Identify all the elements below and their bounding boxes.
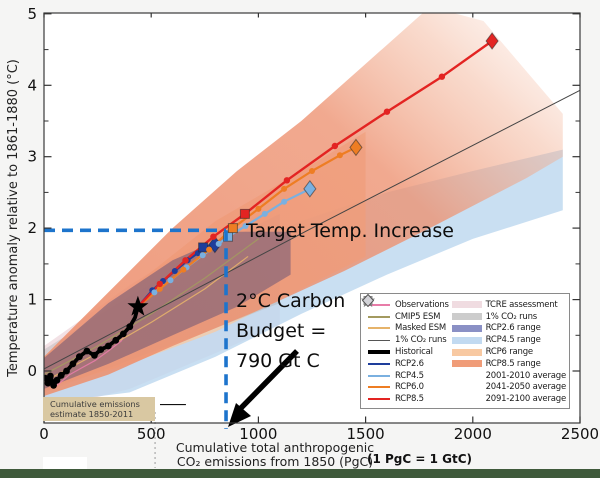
legend-line-column: Observations CMIP5 ESM Masked ESM 1% CO₂ ru…: [368, 299, 452, 404]
legend-item-label: RCP2.6: [395, 358, 424, 369]
legend-item-label: RCP6.0: [395, 382, 424, 393]
svg-text:1500: 1500: [347, 425, 385, 443]
legend-item-label: 2001-2010 average: [485, 370, 567, 381]
legend-item: CMIP5 ESM: [368, 311, 452, 323]
legend-line-swatch: [368, 398, 390, 401]
legend-line-swatch: [368, 374, 390, 377]
legend-item-label: RCP6 range: [485, 347, 534, 358]
annotation-carbon-budget-line3: 790 Gt C: [236, 350, 320, 372]
legend-item-label: RCP4.5: [395, 370, 424, 381]
legend-item-label: CMIP5 ESM: [395, 311, 441, 322]
legend-line-swatch: [368, 327, 390, 330]
legend-item: 2041-2050 average: [363, 296, 567, 394]
legend-item-label: RCP8.5 range: [485, 358, 541, 369]
legend: Observations CMIP5 ESM Masked ESM 1% CO₂ ru…: [360, 293, 570, 409]
legend-item: RCP2.6 range: [451, 323, 566, 335]
svg-text:1: 1: [27, 291, 37, 309]
svg-text:0: 0: [27, 362, 37, 380]
cumulative-emissions-label: Cumulative emissions estimate 1850-2011: [43, 397, 155, 421]
legend-item-label: 2091-2100 average: [485, 394, 567, 405]
svg-text:2500: 2500: [561, 425, 599, 443]
legend-item: RCP2.6: [368, 358, 452, 370]
legend-item-label: Historical: [395, 347, 433, 358]
legend-item-label: RCP4.5 range: [485, 335, 541, 346]
legend-range-swatch: [451, 324, 482, 332]
legend-item: Observations: [368, 299, 452, 311]
legend-item-label: TCRE assessment: [485, 299, 558, 310]
legend-range-swatch: [451, 313, 482, 321]
legend-item-label: Masked ESM: [395, 323, 447, 334]
svg-text:3: 3: [27, 148, 37, 166]
annotation-carbon-budget-line2: Budget =: [236, 320, 327, 342]
unit-note: (1 PgC = 1 GtC): [367, 452, 473, 466]
legend-item: RCP8.5 range: [451, 358, 566, 370]
svg-text:0: 0: [39, 425, 49, 443]
svg-text:2: 2: [27, 219, 37, 237]
legend-item-label: 1% CO₂ runs: [485, 311, 538, 322]
x-axis-title-line2: CO₂ emissions from 1850 (PgC): [176, 453, 374, 469]
annotation-carbon-budget-line1: 2°C Carbon: [236, 290, 346, 312]
legend-item: RCP4.5: [368, 370, 452, 382]
svg-text:2000: 2000: [454, 425, 492, 443]
svg-text:1000: 1000: [239, 425, 277, 443]
legend-item: 1% CO₂ runs: [451, 311, 566, 323]
legend-item: RCP6.0: [368, 382, 452, 394]
legend-line-swatch: [368, 386, 390, 389]
legend-item: Masked ESM: [368, 323, 452, 335]
legend-item: TCRE assessment: [451, 299, 566, 311]
legend-line-swatch: [368, 315, 390, 318]
cumulative-emissions-label-line1: Cumulative emissions: [50, 399, 140, 409]
legend-range-swatch: [451, 360, 482, 368]
annotation-target-temp: Target Temp. Increase: [246, 220, 454, 242]
legend-item: RCP6 range: [451, 346, 566, 358]
legend-line-swatch: [368, 362, 390, 365]
legend-item-label: 1% CO₂ runs: [395, 335, 447, 346]
legend-item-label: RCP2.6 range: [485, 323, 541, 334]
legend-range-swatch: [451, 336, 482, 344]
legend-range-swatch: [451, 301, 482, 309]
x-axis-title: Cumulative total anthropogenic CO₂ emiss…: [155, 441, 395, 468]
legend-item: RCP4.5 range: [451, 334, 566, 346]
legend-range-column: TCRE assessment 1% CO₂ runs RCP2.6 range RC…: [361, 294, 567, 405]
legend-item: 2091-2100 average: [361, 294, 567, 405]
x-axis-title-line1: Cumulative total anthropogenic: [175, 440, 375, 455]
legend-line-swatch: [368, 339, 390, 341]
cumulative-emissions-label-line2: estimate 1850-2011: [50, 409, 134, 419]
legend-item-label: 2041-2050 average: [485, 382, 567, 393]
legend-item: RCP8.5: [368, 393, 452, 405]
legend-item-label: RCP8.5: [395, 394, 424, 405]
legend-item: 2001-2010 average: [361, 294, 567, 382]
annotation-carbon-budget: 2°C Carbon Budget = 790 Gt C: [236, 286, 345, 376]
legend-range-swatch: [451, 348, 482, 356]
svg-text:5: 5: [27, 5, 37, 23]
legend-item-label: Observations: [395, 299, 449, 310]
svg-text:4: 4: [27, 76, 37, 94]
legend-line-swatch: [368, 350, 390, 355]
svg-text:500: 500: [137, 425, 166, 443]
legend-item: 1% CO₂ runs: [368, 334, 452, 346]
legend-item: Historical: [368, 346, 452, 358]
bottom-border: [0, 469, 600, 478]
y-axis-title: Temperature anomaly relative to 1861-188…: [6, 59, 21, 377]
legend-line-swatch: [368, 303, 390, 306]
